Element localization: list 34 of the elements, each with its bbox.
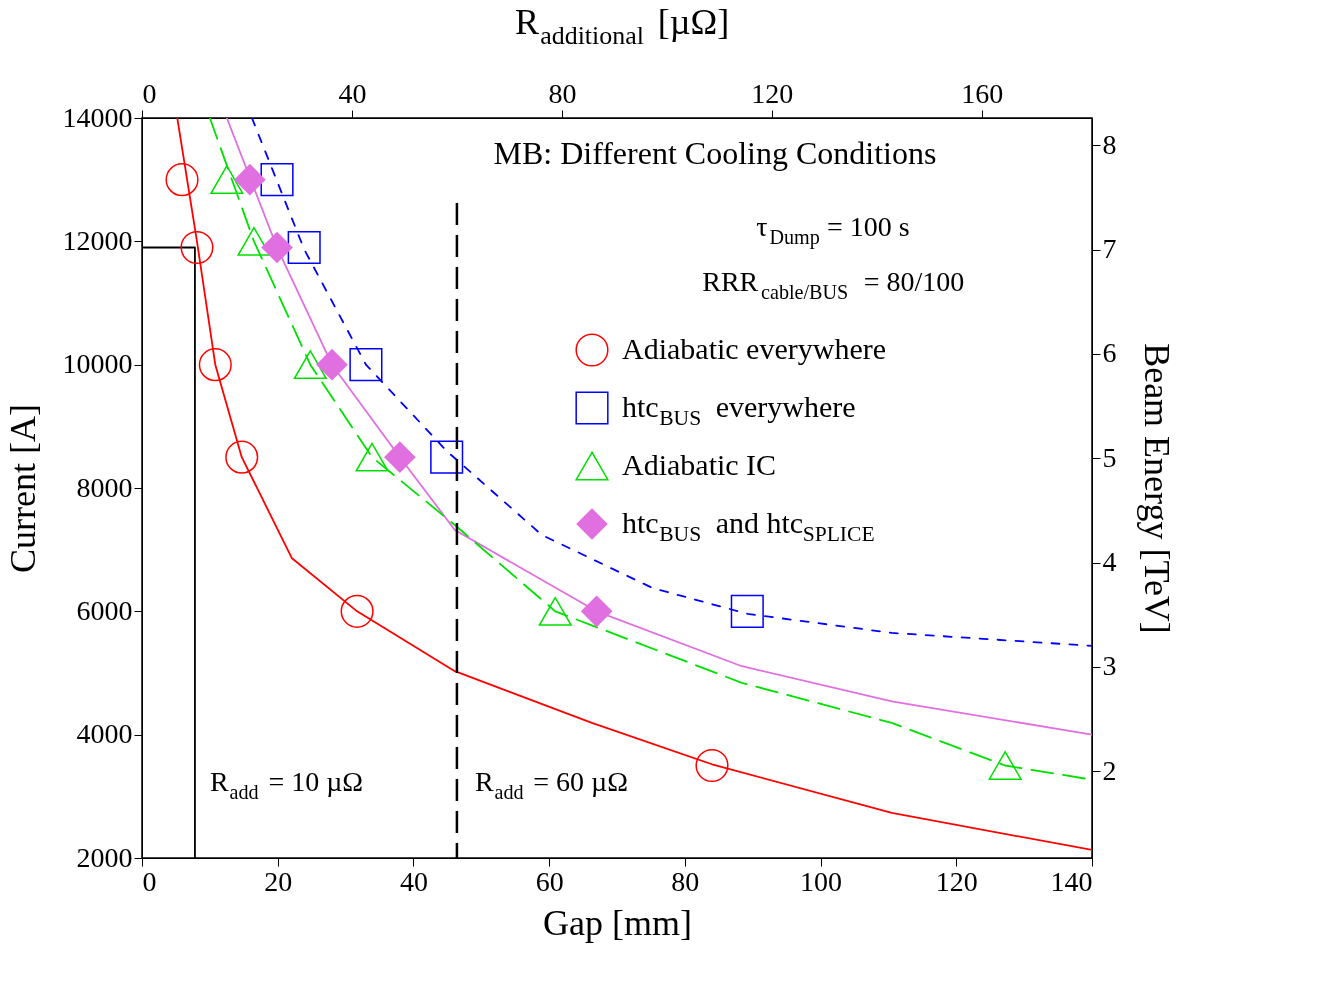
x-tick-label: 20: [264, 865, 293, 897]
y-tick-label: 14000: [62, 101, 133, 133]
y2-tick-label: 8: [1102, 128, 1117, 160]
x-tick-label: 40: [399, 865, 428, 897]
y2-tick-label: 2: [1102, 754, 1117, 786]
x-tick-label: 100: [800, 865, 843, 897]
x2-tick-label: 80: [548, 77, 577, 109]
x2-tick-label: 40: [338, 77, 367, 109]
legend-label: Adiabatic IC: [622, 448, 777, 481]
y-axis-title: Current [A]: [2, 404, 43, 573]
x-tick-label: 0: [142, 865, 157, 897]
y2-axis-title: Beam Energy [TeV]: [1136, 343, 1177, 634]
x2-tick-label: 160: [961, 77, 1004, 109]
line-series: [251, 118, 1092, 647]
y-tick-label: 10000: [62, 348, 133, 380]
x-tick-label: 140: [1050, 865, 1093, 897]
x-tick-label: 120: [935, 865, 978, 897]
x2-tick-label: 0: [142, 77, 157, 109]
x-axis-title: Gap [mm]: [543, 902, 692, 943]
y-tick-label: 12000: [62, 224, 133, 256]
x-tick-label: 60: [535, 865, 564, 897]
y2-tick-label: 4: [1102, 546, 1117, 578]
y-tick-label: 8000: [76, 471, 133, 503]
y2-tick-label: 7: [1102, 233, 1117, 265]
y-tick-label: 6000: [76, 594, 133, 626]
text: MB: Different Cooling Conditions: [493, 135, 937, 171]
y2-tick-label: 3: [1102, 650, 1117, 682]
y-tick-label: 4000: [76, 718, 133, 750]
legend-label: Adiabatic everywhere: [622, 332, 887, 365]
y2-tick-label: 6: [1102, 337, 1117, 369]
x2-tick-label: 120: [751, 77, 794, 109]
x-tick-label: 80: [671, 865, 700, 897]
y2-tick-label: 5: [1102, 441, 1117, 473]
y-tick-label: 2000: [76, 841, 133, 873]
